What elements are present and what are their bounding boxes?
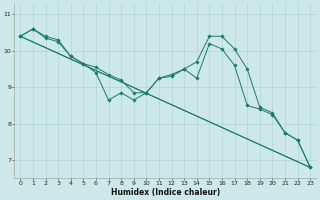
X-axis label: Humidex (Indice chaleur): Humidex (Indice chaleur)	[111, 188, 220, 197]
